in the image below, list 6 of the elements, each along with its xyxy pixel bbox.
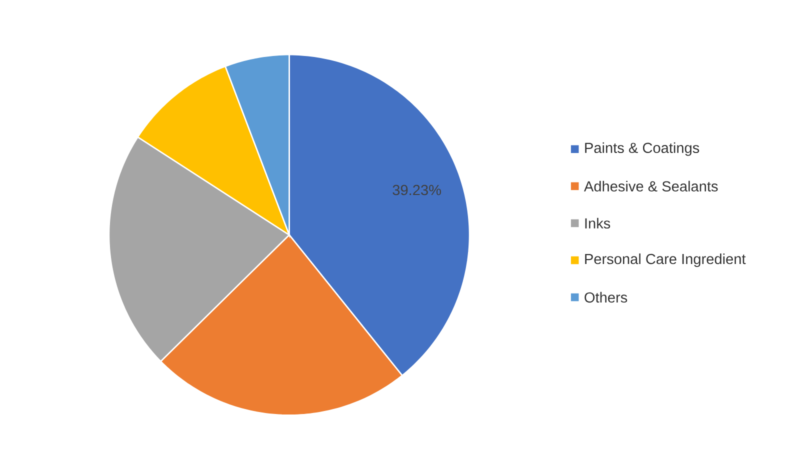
legend-label: Personal Care Ingredient [585,254,746,268]
legend-label: Inks [585,218,610,229]
legend-label: Others [584,292,628,303]
legend-label: Adhesive & Sealants [584,180,718,192]
data-label: 39.23% [392,184,441,196]
legend-label: Paints & Coatings [585,142,700,156]
